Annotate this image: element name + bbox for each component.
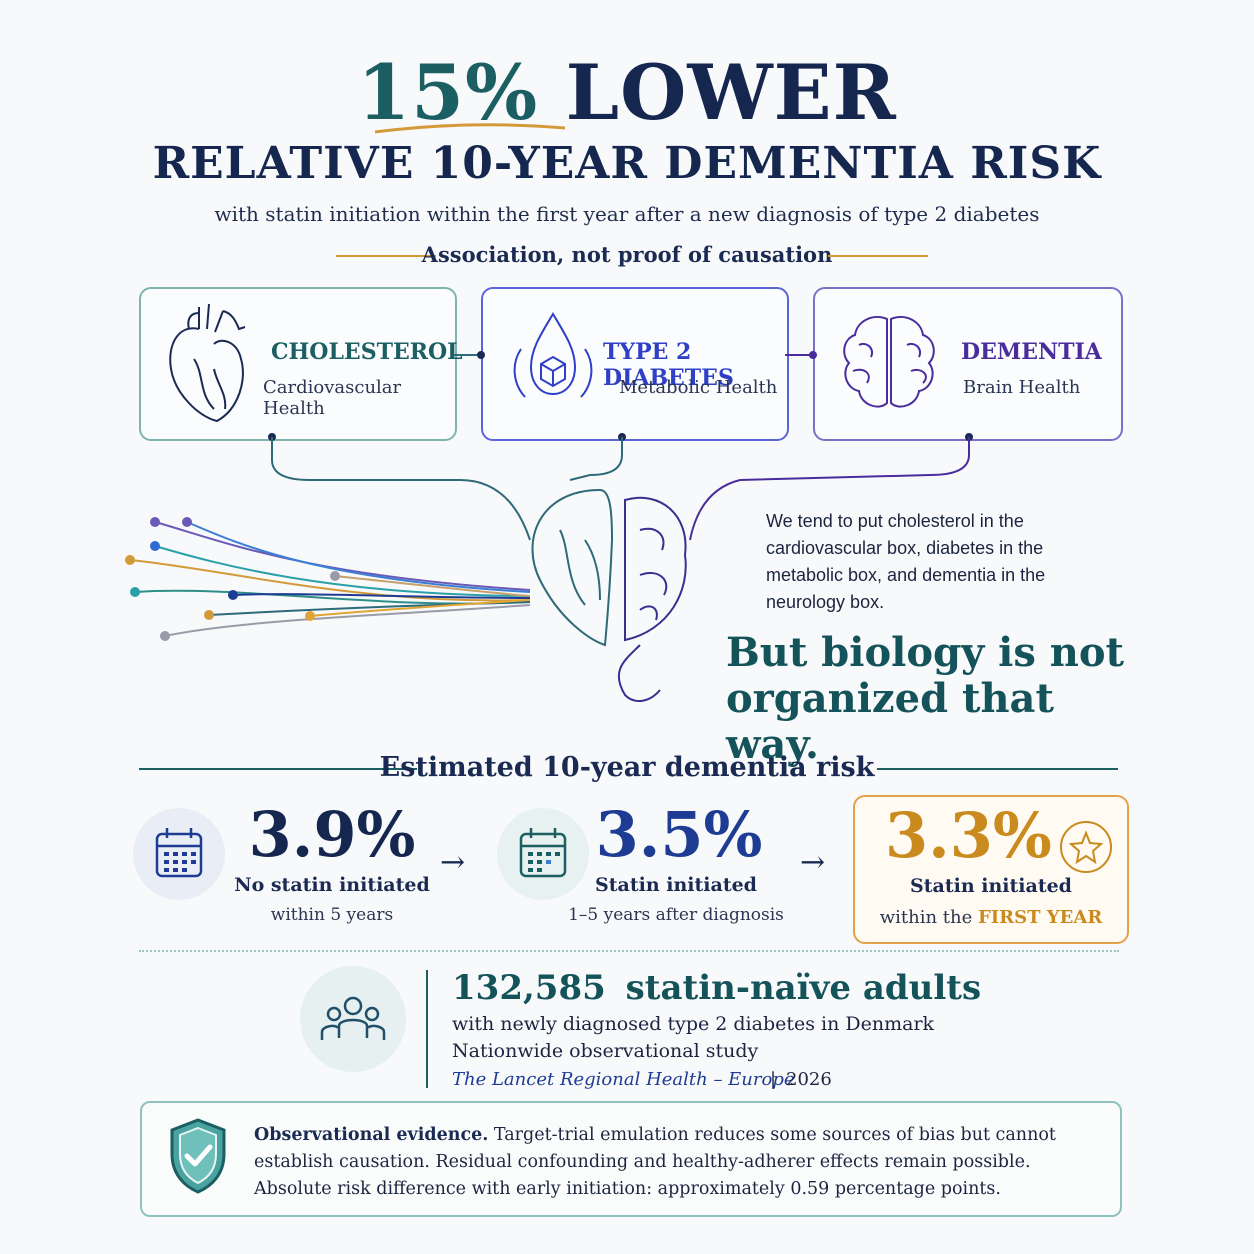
risk-label: No statin initiated bbox=[234, 874, 430, 896]
punch-line-2: organized that way. bbox=[726, 675, 1054, 768]
evidence-lead: Observational evidence. bbox=[254, 1125, 489, 1145]
divider-left bbox=[336, 255, 436, 257]
dotted-divider bbox=[139, 950, 1119, 952]
box-cholesterol: CHOLESTEROL Cardiovascular Health bbox=[139, 287, 463, 441]
caveat: Association, not proof of causation bbox=[421, 242, 833, 267]
box-title: CHOLESTEROL bbox=[271, 339, 463, 365]
box-diabetes: TYPE 2 DIABETES Metabolic Health bbox=[481, 287, 789, 441]
punch-line-1: But biology is not bbox=[726, 629, 1125, 676]
evidence-body: Target-trial emulation reduces some sour… bbox=[254, 1125, 1056, 1199]
calendar-icon bbox=[155, 828, 203, 878]
narrative-text: We tend to put cholesterol in the cardio… bbox=[766, 511, 1046, 612]
cohort-count: 132,585 statin-naïve adults bbox=[452, 968, 981, 1008]
section-rule-right bbox=[877, 768, 1118, 770]
risk-detail-prefix: within the bbox=[879, 907, 978, 928]
cohort-count-value: 132,585 bbox=[452, 968, 606, 1008]
risk-detail: 1–5 years after diagnosis bbox=[568, 905, 784, 925]
heart-icon bbox=[169, 303, 246, 423]
brain-icon bbox=[843, 316, 935, 408]
cohort-year: 2026 bbox=[786, 1069, 832, 1090]
star-icon bbox=[1060, 821, 1112, 873]
people-icon bbox=[320, 996, 386, 1040]
arrow-icon: → bbox=[440, 845, 466, 880]
drop-cube-icon bbox=[513, 312, 593, 398]
tagline: with statin initiation within the first … bbox=[214, 202, 1040, 226]
risk-value: 3.5% bbox=[595, 798, 763, 871]
risk-value: 3.9% bbox=[248, 798, 416, 871]
calendar-circle bbox=[133, 808, 225, 900]
headline-underline bbox=[374, 123, 566, 134]
headline-percent: 15% bbox=[357, 48, 539, 137]
evidence-box bbox=[140, 1101, 1122, 1217]
cohort-journal: The Lancet Regional Health – Europe bbox=[452, 1069, 795, 1090]
calendar-circle bbox=[497, 808, 589, 900]
headline: 15% LOWER bbox=[0, 48, 1254, 137]
shield-check-icon bbox=[170, 1118, 226, 1194]
risk-detail: within the FIRST YEAR bbox=[855, 907, 1127, 928]
section-rule-left bbox=[139, 768, 417, 770]
box-subtitle: Metabolic Health bbox=[619, 377, 778, 398]
evidence-text: Observational evidence. Target-trial emu… bbox=[254, 1122, 1094, 1203]
risk-detail-emphasis: FIRST YEAR bbox=[977, 907, 1103, 928]
box-subtitle: Brain Health bbox=[963, 377, 1081, 398]
divider-right bbox=[828, 255, 928, 257]
highlight-card: 3.3% Statin initiated within the FIRST Y… bbox=[853, 795, 1129, 944]
cohort-line: Nationwide observational study bbox=[452, 1040, 759, 1062]
subhead: RELATIVE 10-YEAR DEMENTIA RISK bbox=[152, 138, 1102, 189]
risk-value: 3.3% bbox=[885, 799, 1052, 872]
risk-label: Statin initiated bbox=[910, 875, 1072, 897]
risk-label: Statin initiated bbox=[595, 874, 757, 896]
box-title: DEMENTIA bbox=[961, 339, 1102, 365]
cohort-count-label: statin-naïve adults bbox=[625, 968, 982, 1008]
box-subtitle: Cardiovascular Health bbox=[263, 377, 402, 419]
cohort-separator: | bbox=[770, 1069, 777, 1090]
box-dementia: DEMENTIA Brain Health bbox=[813, 287, 1123, 441]
cohort-line: with newly diagnosed type 2 diabetes in … bbox=[452, 1013, 935, 1035]
risk-title: Estimated 10-year dementia risk bbox=[379, 752, 875, 783]
connector-illustration bbox=[125, 351, 973, 702]
punch-line: But biology is not organized that way. bbox=[726, 630, 1146, 768]
calendar-icon bbox=[519, 828, 567, 878]
people-circle bbox=[300, 966, 406, 1072]
box-title: TYPE 2 DIABETES bbox=[603, 339, 734, 391]
risk-detail: within 5 years bbox=[270, 905, 394, 925]
cohort-rule bbox=[426, 970, 428, 1088]
arrow-icon: → bbox=[800, 845, 826, 880]
headline-word: LOWER bbox=[565, 48, 897, 137]
